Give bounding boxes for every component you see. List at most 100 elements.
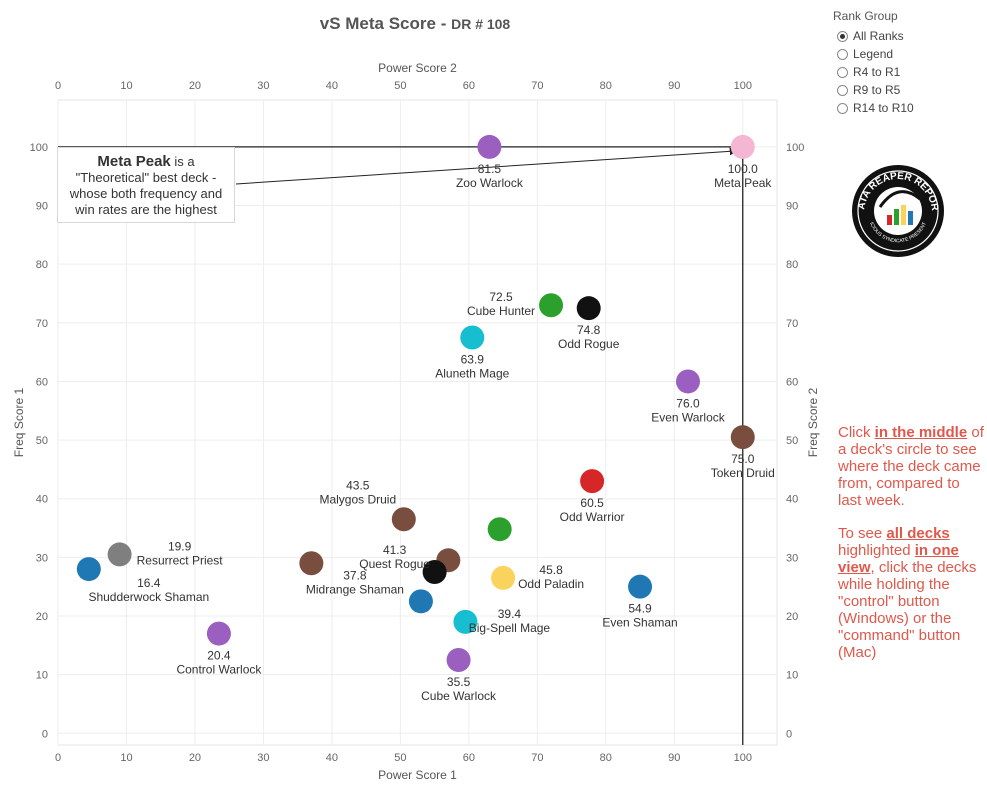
deck-point[interactable] <box>206 621 231 646</box>
legend-title: Rank Group <box>833 9 898 23</box>
deck-name-label: Midrange Shaman <box>306 582 404 596</box>
radio-icon[interactable] <box>837 84 848 96</box>
rank-option[interactable]: R14 to R10 <box>833 99 914 117</box>
deck-point[interactable] <box>576 296 601 321</box>
scatter-chart: 0010102020303040405050606070708080909010… <box>12 61 820 782</box>
deck-point[interactable] <box>453 609 478 634</box>
x-tick-label: 0 <box>55 752 61 764</box>
deck-name-label: Meta Peak <box>714 176 772 190</box>
chart-title: vS Meta Score - DR # 108 <box>0 14 830 34</box>
x2-tick-label: 60 <box>463 80 475 92</box>
radio-icon[interactable] <box>837 66 848 78</box>
rank-group-filter: Rank Group All Ranks Legend R4 to R1 R9 to … <box>833 9 914 117</box>
deck-point[interactable] <box>299 551 324 576</box>
y2-tick-label: 60 <box>786 376 798 388</box>
deck-score-label: 100.0 <box>728 162 758 176</box>
radio-icon[interactable] <box>837 48 848 60</box>
x2-tick-label: 40 <box>326 80 338 92</box>
rank-option[interactable]: R4 to R1 <box>833 63 914 81</box>
deck-score-label: 74.8 <box>577 323 601 337</box>
deck-point[interactable] <box>730 134 755 159</box>
y2-tick-label: 100 <box>786 142 804 154</box>
annotation-text: is a "Theoretical" best deck - whose bot… <box>69 154 223 217</box>
title-suffix: DR # 108 <box>451 16 511 32</box>
y2-tick-label: 0 <box>786 728 792 740</box>
deck-score-label: 76.0 <box>676 396 700 410</box>
y2-tick-label: 70 <box>786 318 798 330</box>
deck-point[interactable] <box>422 560 447 585</box>
deck-point[interactable] <box>408 589 433 614</box>
deck-name-label: Quest Rogue <box>359 557 430 571</box>
deck-name-label: Cube Hunter <box>467 304 535 318</box>
x-tick-label: 90 <box>668 752 680 764</box>
annotation-bold: Meta Peak <box>97 153 171 170</box>
deck-point[interactable] <box>675 369 700 394</box>
deck-name-label: Malygos Druid <box>319 492 396 506</box>
x2-tick-label: 80 <box>600 80 612 92</box>
x-tick-label: 60 <box>463 752 475 764</box>
rank-option-label: Legend <box>853 47 894 61</box>
y-tick-label: 70 <box>36 318 48 330</box>
meta-peak-annotation: Meta Peak is a "Theoretical" best deck -… <box>57 147 235 223</box>
deck-point[interactable] <box>730 425 755 450</box>
deck-name-label: Odd Rogue <box>558 337 620 351</box>
deck-name-label: Odd Warrior <box>560 510 625 524</box>
data-reaper-report-logo: DATA REAPER REPORT VICIOUS SYNDICATE PRE… <box>850 163 944 257</box>
deck-point[interactable] <box>487 517 512 542</box>
deck-name-label: Resurrect Priest <box>137 553 224 567</box>
deck-point[interactable] <box>477 134 502 159</box>
deck-point[interactable] <box>107 542 132 567</box>
deck-score-label: 45.8 <box>539 563 563 577</box>
deck-point[interactable] <box>76 557 101 582</box>
y2-axis-title: Freq Score 2 <box>806 387 820 457</box>
rank-option[interactable]: Legend <box>833 45 914 63</box>
y-tick-label: 50 <box>36 435 48 447</box>
x2-tick-label: 50 <box>394 80 406 92</box>
deck-point[interactable] <box>491 565 516 590</box>
x-tick-label: 50 <box>394 752 406 764</box>
rank-option[interactable]: R9 to R5 <box>833 81 914 99</box>
deck-point[interactable] <box>580 469 605 494</box>
instruction-click: Click in the middle of a deck's circle t… <box>838 424 984 509</box>
deck-score-label: 54.9 <box>628 602 652 616</box>
deck-name-label: Shudderwock Shaman <box>88 590 209 604</box>
deck-score-label: 43.5 <box>346 478 370 492</box>
x-axis-title: Power Score 1 <box>378 768 457 782</box>
y-tick-label: 30 <box>36 552 48 564</box>
rank-option-label: All Ranks <box>853 29 904 43</box>
x2-tick-label: 0 <box>55 80 61 92</box>
x-tick-label: 10 <box>120 752 132 764</box>
y-tick-label: 20 <box>36 611 48 623</box>
x2-tick-label: 10 <box>120 80 132 92</box>
y2-tick-label: 30 <box>786 552 798 564</box>
y-tick-label: 90 <box>36 201 48 213</box>
rank-option[interactable]: All Ranks <box>833 27 914 45</box>
deck-name-label: Big-Spell Mage <box>469 621 551 635</box>
y-tick-label: 10 <box>36 670 48 682</box>
x2-axis-title: Power Score 2 <box>378 61 457 75</box>
x-tick-label: 20 <box>189 752 201 764</box>
x-tick-label: 30 <box>257 752 269 764</box>
deck-score-label: 75.0 <box>731 452 755 466</box>
y2-tick-label: 40 <box>786 494 798 506</box>
x2-tick-label: 30 <box>257 80 269 92</box>
deck-score-label: 72.5 <box>489 290 513 304</box>
deck-point[interactable] <box>628 574 653 599</box>
deck-name-label: Control Warlock <box>176 663 262 677</box>
deck-score-label: 41.3 <box>383 543 407 557</box>
y2-tick-label: 50 <box>786 435 798 447</box>
title-main: vS Meta Score - <box>319 14 452 33</box>
deck-point[interactable] <box>460 325 485 350</box>
y-tick-label: 100 <box>30 142 48 154</box>
radio-icon[interactable] <box>837 30 848 42</box>
deck-point[interactable] <box>391 507 416 532</box>
rank-option-label: R9 to R5 <box>853 83 901 97</box>
deck-name-label: Aluneth Mage <box>435 366 509 380</box>
deck-name-label: Zoo Warlock <box>456 176 524 190</box>
y-tick-label: 60 <box>36 376 48 388</box>
radio-icon[interactable] <box>837 102 848 114</box>
deck-point[interactable] <box>446 647 471 672</box>
deck-name-label: Token Druid <box>711 466 775 480</box>
y-axis-title: Freq Score 1 <box>12 387 26 457</box>
deck-point[interactable] <box>539 293 564 318</box>
